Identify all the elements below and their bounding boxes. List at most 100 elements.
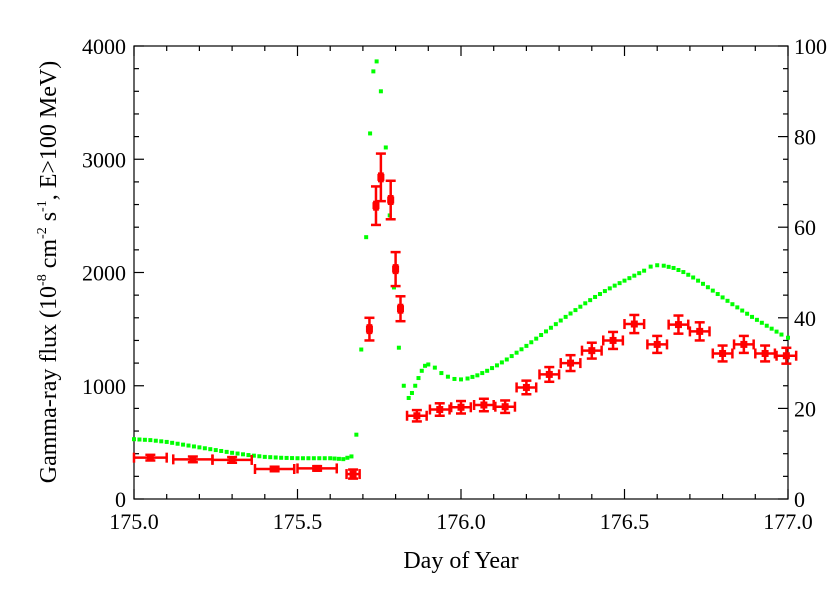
model-point	[439, 371, 444, 376]
x-tick-label: 176.5	[600, 509, 650, 534]
model-point	[470, 374, 475, 379]
model-point	[368, 131, 373, 136]
flux-point	[390, 250, 401, 288]
flux-marker	[271, 465, 279, 473]
model-point	[655, 263, 660, 268]
model-point	[224, 449, 229, 454]
model-point	[490, 366, 495, 371]
model-point	[774, 329, 779, 334]
model-point	[509, 354, 514, 359]
model-point	[328, 456, 333, 461]
model-point	[137, 437, 142, 442]
model-point	[241, 452, 245, 457]
flux-marker	[365, 325, 373, 333]
model-point	[452, 376, 457, 381]
model-point	[401, 383, 406, 388]
model-point	[284, 455, 289, 460]
model-point	[132, 437, 136, 442]
flux-marker	[189, 455, 197, 463]
flux-marker	[457, 403, 465, 411]
model-point	[642, 268, 647, 273]
x-tick-label: 175.0	[109, 509, 159, 534]
model-point	[578, 304, 583, 309]
model-point	[666, 264, 671, 269]
flux-point	[538, 365, 561, 384]
model-point	[588, 298, 593, 303]
model-point	[519, 347, 524, 352]
model-point	[159, 439, 164, 444]
flux-point	[711, 344, 734, 363]
model-point	[769, 326, 774, 331]
flux-point	[370, 185, 381, 227]
model-point	[322, 456, 327, 461]
model-point	[413, 383, 418, 388]
model-point	[730, 302, 735, 307]
model-point	[583, 301, 588, 306]
model-point	[779, 332, 784, 337]
model-point	[637, 271, 642, 276]
flux-marker	[349, 470, 357, 478]
flux-marker	[522, 383, 530, 391]
model-point	[235, 451, 240, 456]
x-axis-title: Day of Year	[403, 548, 518, 574]
flux-marker	[545, 370, 553, 378]
model-point	[514, 350, 519, 355]
y-right-axis-ticks: 0 20 40 60 80 100	[778, 34, 827, 512]
model-point	[290, 456, 295, 461]
model-point	[219, 448, 224, 453]
model-point	[349, 454, 354, 459]
model-point	[341, 457, 346, 462]
model-point	[786, 335, 790, 340]
flux-marker	[480, 401, 488, 409]
flux-marker	[377, 173, 385, 181]
model-point	[164, 439, 169, 444]
flux-marker	[782, 352, 790, 360]
model-point	[754, 317, 759, 322]
flux-marker	[740, 340, 748, 348]
flux-point	[494, 399, 517, 415]
model-point	[257, 454, 262, 459]
model-point	[268, 455, 273, 460]
model-point	[230, 450, 235, 455]
model-point	[568, 311, 573, 316]
model-point	[720, 295, 725, 300]
model-point	[705, 285, 710, 290]
model-point	[661, 263, 666, 268]
model-point	[432, 365, 437, 370]
model-point	[544, 329, 549, 334]
flux-point	[385, 179, 396, 221]
model-point	[416, 376, 421, 381]
flux-marker	[372, 202, 380, 210]
y-axis-title-sup: -2	[35, 227, 50, 239]
model-point	[573, 308, 578, 313]
flux-marker	[392, 265, 400, 273]
flux-marker	[674, 321, 682, 329]
flux-point	[754, 344, 777, 363]
model-point	[494, 363, 499, 368]
model-point	[710, 288, 715, 293]
model-point	[273, 455, 278, 460]
flux-marker	[761, 349, 769, 357]
model-point	[524, 343, 529, 348]
model-point	[750, 314, 755, 319]
flux-point	[345, 468, 361, 480]
model-point	[602, 289, 607, 294]
model-point	[534, 336, 539, 341]
flux-point	[395, 295, 406, 323]
model-point	[696, 278, 701, 283]
flux-point	[601, 330, 625, 351]
model-point	[612, 283, 617, 288]
y-axis-title-sup: -1	[35, 200, 50, 212]
flux-point	[132, 452, 168, 463]
x-tick-label: 177.0	[763, 509, 813, 534]
model-point	[336, 456, 341, 461]
model-point	[504, 357, 509, 362]
model-point	[251, 453, 256, 458]
model-point	[181, 442, 186, 447]
flux-marker	[146, 454, 154, 462]
y-right-tick-label: 20	[794, 396, 816, 421]
flux-point	[472, 397, 495, 413]
y-axis-title-part: s	[36, 212, 62, 227]
model-point	[715, 292, 720, 297]
model-series	[132, 59, 790, 462]
